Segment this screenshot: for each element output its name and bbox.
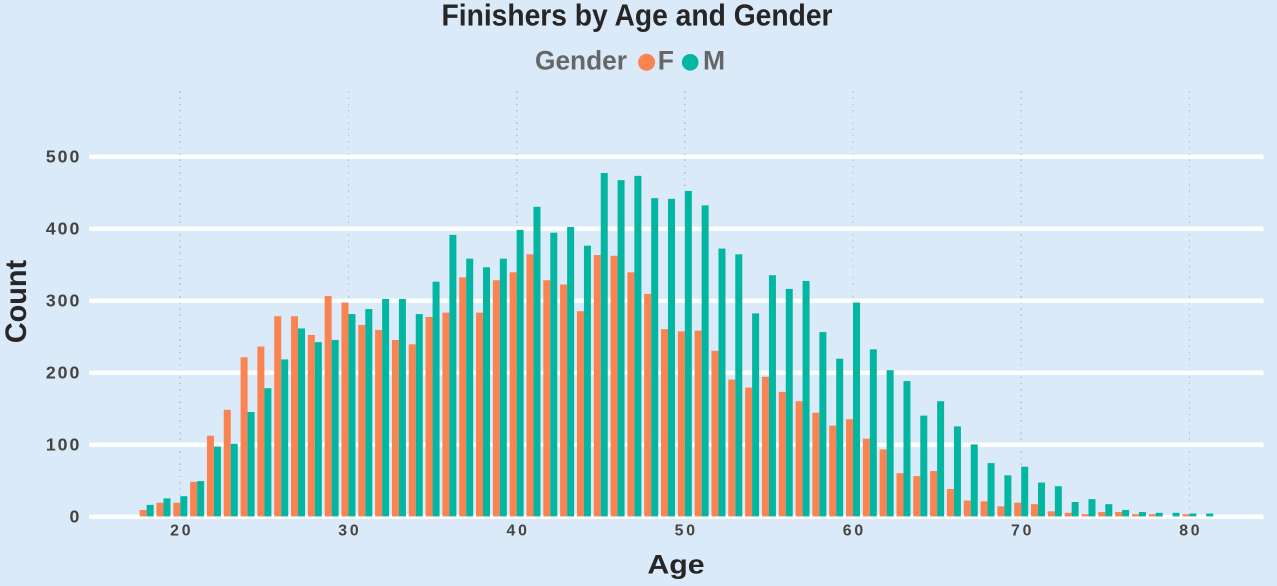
svg-text:Count: Count <box>0 260 33 343</box>
svg-text:Finishers by Age and Gender: Finishers by Age and Gender <box>442 0 833 32</box>
svg-text:400: 400 <box>46 219 80 239</box>
svg-text:500: 500 <box>46 147 80 167</box>
svg-text:300: 300 <box>46 291 80 311</box>
svg-text:100: 100 <box>46 435 80 455</box>
svg-text:Age: Age <box>647 550 704 580</box>
svg-text:M: M <box>703 45 725 75</box>
svg-text:F: F <box>658 45 674 75</box>
svg-text:200: 200 <box>46 363 80 383</box>
svg-text:Gender: Gender <box>535 45 627 75</box>
svg-text:0: 0 <box>69 507 79 527</box>
